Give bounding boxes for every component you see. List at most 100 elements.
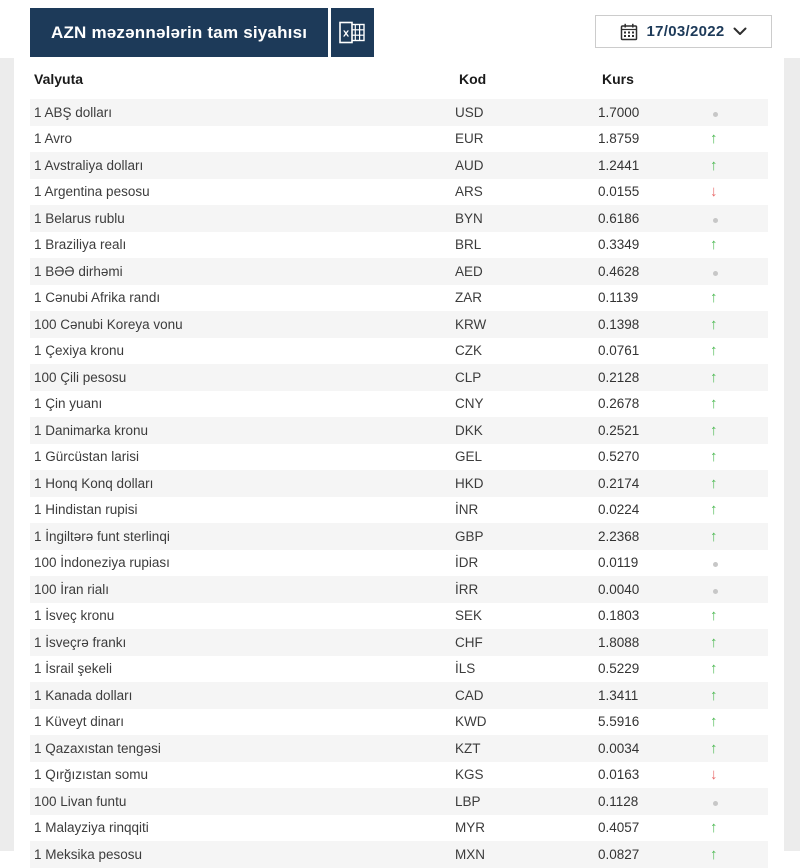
trend-up-icon: ↑: [710, 422, 718, 439]
trend-cell: [700, 205, 768, 232]
table-row: 1 İsrail şekeli İLS 0.5229 ↑: [30, 656, 768, 683]
currency-rate: 0.1803: [598, 603, 700, 630]
currency-code: CNY: [455, 391, 598, 418]
currency-name: 1 Hindistan rupisi: [30, 497, 455, 524]
trend-up-icon: ↑: [710, 634, 718, 651]
currency-code: İLS: [455, 656, 598, 683]
trend-cell: ↑: [700, 364, 768, 391]
currency-name: 1 İsrail şekeli: [30, 656, 455, 683]
table-row: 1 Danimarka kronu DKK 0.2521 ↑: [30, 417, 768, 444]
trend-cell: ↑: [700, 682, 768, 709]
trend-up-icon: ↑: [710, 448, 718, 465]
trend-cell: ↓: [700, 179, 768, 206]
trend-up-icon: ↑: [710, 846, 718, 863]
trend-cell: ↑: [700, 285, 768, 312]
trend-flat-icon: [713, 112, 718, 117]
table-row: 1 Avro EUR 1.8759 ↑: [30, 126, 768, 153]
trend-flat-icon: [713, 218, 718, 223]
currency-code: KGS: [455, 762, 598, 789]
currency-rate: 0.4057: [598, 815, 700, 842]
trend-cell: ↓: [700, 762, 768, 789]
currency-code: DKK: [455, 417, 598, 444]
currency-code: EUR: [455, 126, 598, 153]
trend-cell: ↑: [700, 735, 768, 762]
currency-name: 1 Danimarka kronu: [30, 417, 455, 444]
currency-code: CHF: [455, 629, 598, 656]
trend-up-icon: ↑: [710, 289, 718, 306]
currency-rate: 0.2174: [598, 470, 700, 497]
date-picker[interactable]: 17/03/2022: [595, 15, 772, 48]
currency-code: MYR: [455, 815, 598, 842]
table-row: 100 Livan funtu LBP 0.1128: [30, 788, 768, 815]
trend-cell: ↑: [700, 126, 768, 153]
currency-rate: 0.0034: [598, 735, 700, 762]
trend-up-icon: ↑: [710, 740, 718, 757]
rates-card: Valyuta Kod Kurs 1 ABŞ dolları USD 1.700…: [14, 58, 784, 851]
content-area: Valyuta Kod Kurs 1 ABŞ dolları USD 1.700…: [0, 58, 800, 851]
trend-up-icon: ↑: [710, 713, 718, 730]
currency-name: 1 Braziliya realı: [30, 232, 455, 259]
trend-flat-icon: [713, 562, 718, 567]
trend-cell: [700, 788, 768, 815]
currency-rate: 2.2368: [598, 523, 700, 550]
currency-name: 1 Argentina pesosu: [30, 179, 455, 206]
trend-cell: ↑: [700, 523, 768, 550]
trend-cell: [700, 99, 768, 126]
currency-code: GBP: [455, 523, 598, 550]
table-row: 100 Cənubi Koreya vonu KRW 0.1398 ↑: [30, 311, 768, 338]
currency-code: AED: [455, 258, 598, 285]
table-row: 1 İngiltərə funt sterlinqi GBP 2.2368 ↑: [30, 523, 768, 550]
currency-rate: 0.5270: [598, 444, 700, 471]
currency-code: KWD: [455, 709, 598, 736]
trend-cell: [700, 258, 768, 285]
table-row: 1 Qırğızıstan somu KGS 0.0163 ↓: [30, 762, 768, 789]
trend-up-icon: ↑: [710, 528, 718, 545]
currency-name: 1 Çexiya kronu: [30, 338, 455, 365]
table-row: 1 Küveyt dinarı KWD 5.5916 ↑: [30, 709, 768, 736]
trend-flat-icon: [713, 271, 718, 276]
currency-rate: 0.1128: [598, 788, 700, 815]
date-value: 17/03/2022: [646, 23, 724, 40]
currency-rate: 1.2441: [598, 152, 700, 179]
currency-code: HKD: [455, 470, 598, 497]
trend-cell: ↑: [700, 629, 768, 656]
currency-name: 1 Avro: [30, 126, 455, 153]
column-header-kurs: Kurs: [598, 58, 700, 99]
currency-code: USD: [455, 99, 598, 126]
page-title: AZN məzənnələrin tam siyahısı: [30, 8, 328, 57]
trend-up-icon: ↑: [710, 607, 718, 624]
trend-column-header: [700, 58, 768, 99]
table-row: 1 Belarus rublu BYN 0.6186: [30, 205, 768, 232]
table-row: 1 ABŞ dolları USD 1.7000: [30, 99, 768, 126]
trend-cell: ↑: [700, 338, 768, 365]
table-row: 1 Cənubi Afrika randı ZAR 0.1139 ↑: [30, 285, 768, 312]
trend-up-icon: ↑: [710, 316, 718, 333]
currency-rate: 0.0119: [598, 550, 700, 577]
trend-up-icon: ↑: [710, 475, 718, 492]
table-row: 1 Braziliya realı BRL 0.3349 ↑: [30, 232, 768, 259]
excel-export-button[interactable]: x: [331, 8, 374, 57]
currency-rate: 0.0155: [598, 179, 700, 206]
table-row: 1 İsveçrə frankı CHF 1.8088 ↑: [30, 629, 768, 656]
currency-code: ARS: [455, 179, 598, 206]
column-header-valyuta: Valyuta: [30, 58, 455, 99]
trend-cell: ↑: [700, 815, 768, 842]
trend-up-icon: ↑: [710, 660, 718, 677]
trend-cell: ↑: [700, 391, 768, 418]
trend-cell: ↑: [700, 497, 768, 524]
table-row: 1 Honq Konq dolları HKD 0.2174 ↑: [30, 470, 768, 497]
currency-name: 100 Cənubi Koreya vonu: [30, 311, 455, 338]
currency-name: 100 Çili pesosu: [30, 364, 455, 391]
trend-cell: ↑: [700, 470, 768, 497]
currency-name: 1 ABŞ dolları: [30, 99, 455, 126]
table-row: 1 Hindistan rupisi İNR 0.0224 ↑: [30, 497, 768, 524]
currency-name: 1 Belarus rublu: [30, 205, 455, 232]
currency-rate: 0.1139: [598, 285, 700, 312]
currency-rate: 0.6186: [598, 205, 700, 232]
currency-code: İRR: [455, 576, 598, 603]
currency-rate: 0.4628: [598, 258, 700, 285]
currency-code: CLP: [455, 364, 598, 391]
trend-flat-icon: [713, 801, 718, 806]
trend-cell: ↑: [700, 603, 768, 630]
table-row: 1 İsveç kronu SEK 0.1803 ↑: [30, 603, 768, 630]
